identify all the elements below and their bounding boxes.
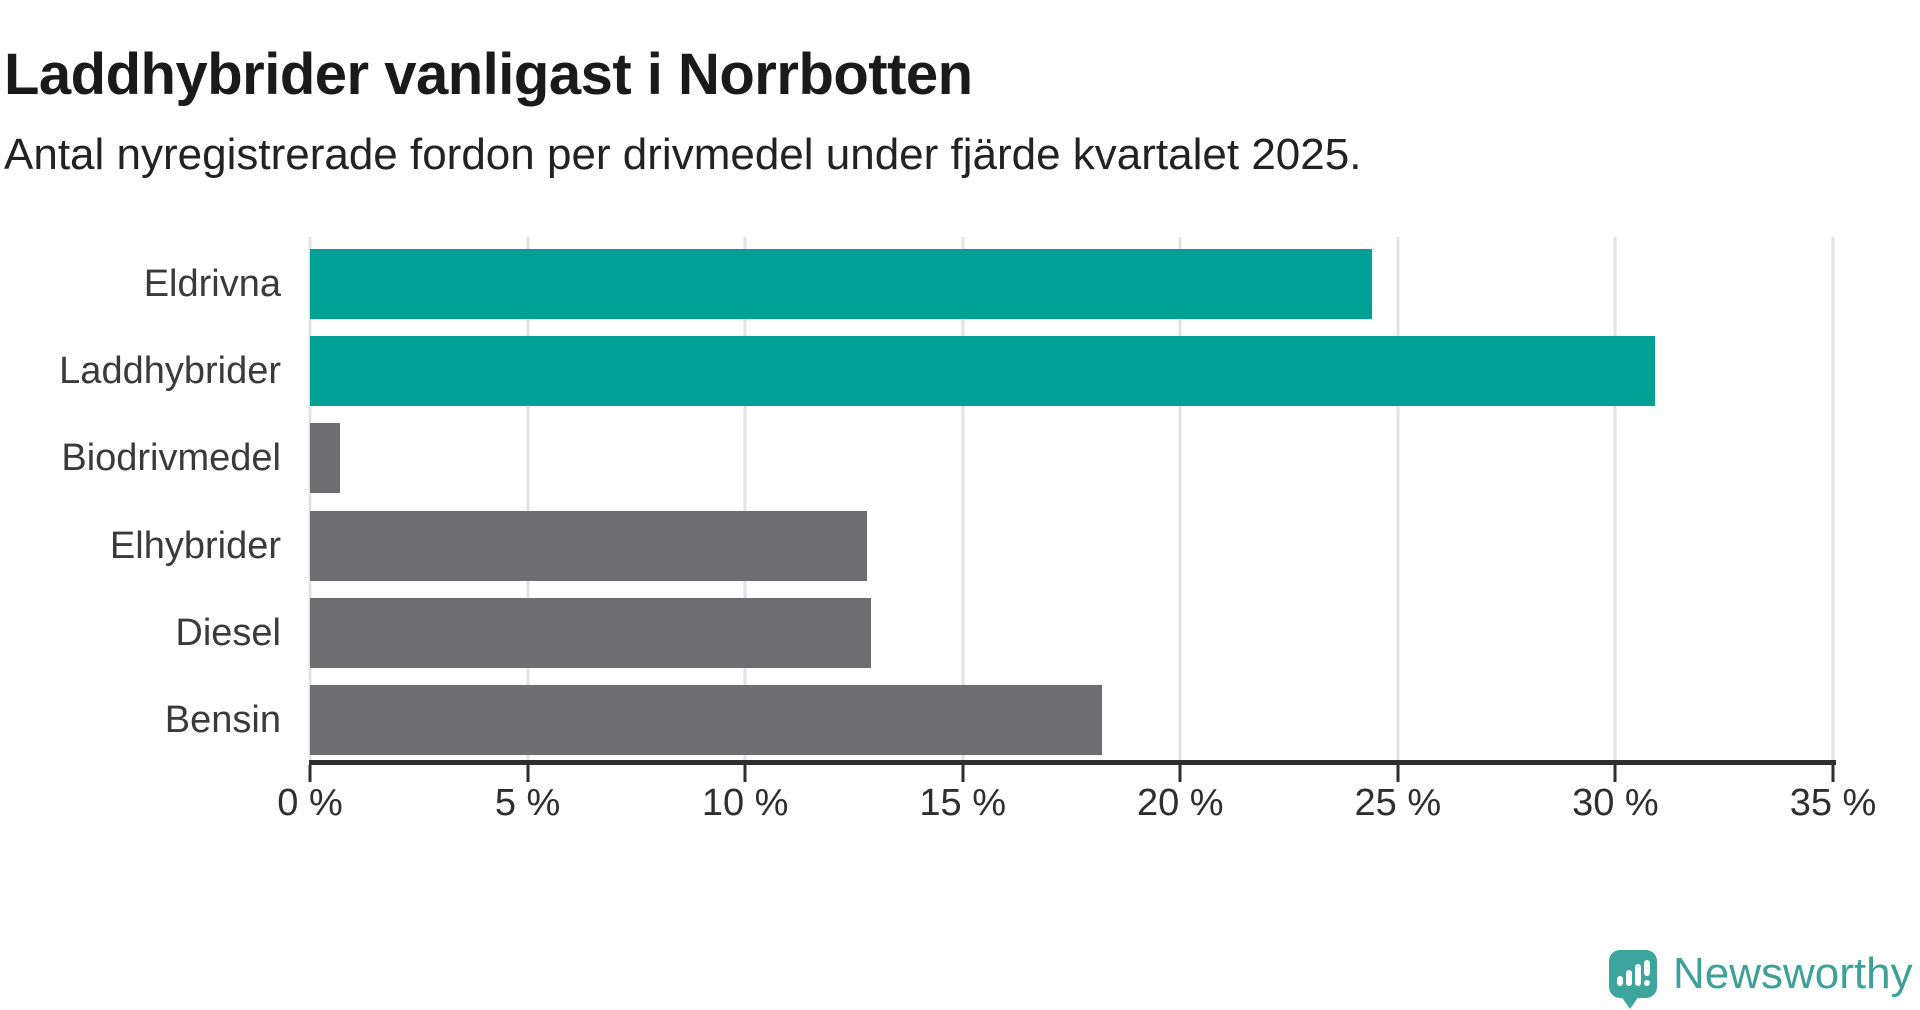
page-title: Laddhybrider vanligast i Norrbotten [4, 41, 973, 107]
gridline-10pct [743, 237, 747, 760]
chart-subtitle: Antal nyregistrerade fordon per drivmede… [4, 130, 1362, 179]
gridline-35pct [1831, 237, 1835, 760]
category-label-eldrivna: Eldrivna [143, 263, 281, 305]
gridline-20pct [1178, 237, 1182, 760]
bar-laddhybrider [310, 336, 1655, 407]
gridline-30pct [1613, 237, 1617, 760]
x-tick-label: 25 % [1354, 782, 1442, 824]
x-tick-label: 0 % [277, 782, 343, 824]
x-axis-tick [1396, 765, 1400, 782]
category-label-bensin: Bensin [164, 698, 281, 741]
bar-diesel [310, 597, 872, 668]
x-tick-label: 15 % [919, 782, 1007, 824]
gridline-5pct [526, 237, 530, 760]
x-tick-label: 5 % [494, 782, 561, 824]
x-axis-tick [526, 765, 530, 782]
category-label-laddhybrider: Laddhybrider [59, 350, 281, 393]
category-axis: Eldrivna Laddhybrider Biodrivmedel Elhybrid… [0, 237, 281, 760]
x-axis-tick [1178, 765, 1182, 782]
brand-name: Newsworthy [1673, 949, 1913, 998]
x-axis-tick [961, 765, 965, 782]
bar-elhybrider [310, 510, 867, 581]
x-tick-label: 20 % [1136, 782, 1224, 824]
speech-bubble-bar-chart-icon [1609, 950, 1657, 1009]
x-axis-tick [743, 765, 747, 782]
x-axis-tick [1613, 765, 1617, 782]
bar-biodrivmedel [310, 423, 341, 494]
newsworthy-logo: Newsworthy [1609, 949, 1913, 1009]
x-axis-tick [1831, 765, 1835, 782]
bar-chart: 0 % 5 % 10 % 15 % 20 % 25 % 30 % 35 % [277, 237, 1876, 824]
x-tick-label: 30 % [1572, 782, 1659, 824]
category-label-diesel: Diesel [175, 611, 281, 654]
gridline-25pct [1396, 237, 1400, 760]
x-tick-label: 10 % [701, 782, 789, 824]
category-label-elhybrider: Elhybrider [109, 524, 281, 567]
gridline-15pct [961, 237, 965, 760]
x-axis-tick [308, 765, 312, 782]
x-axis-line [309, 760, 1836, 765]
x-tick-label: 35 % [1789, 782, 1877, 824]
category-label-biodrivmedel: Biodrivmedel [61, 437, 281, 480]
bar-eldrivna [310, 249, 1372, 319]
bar-bensin [310, 684, 1102, 755]
gridline-0pct [308, 237, 312, 760]
